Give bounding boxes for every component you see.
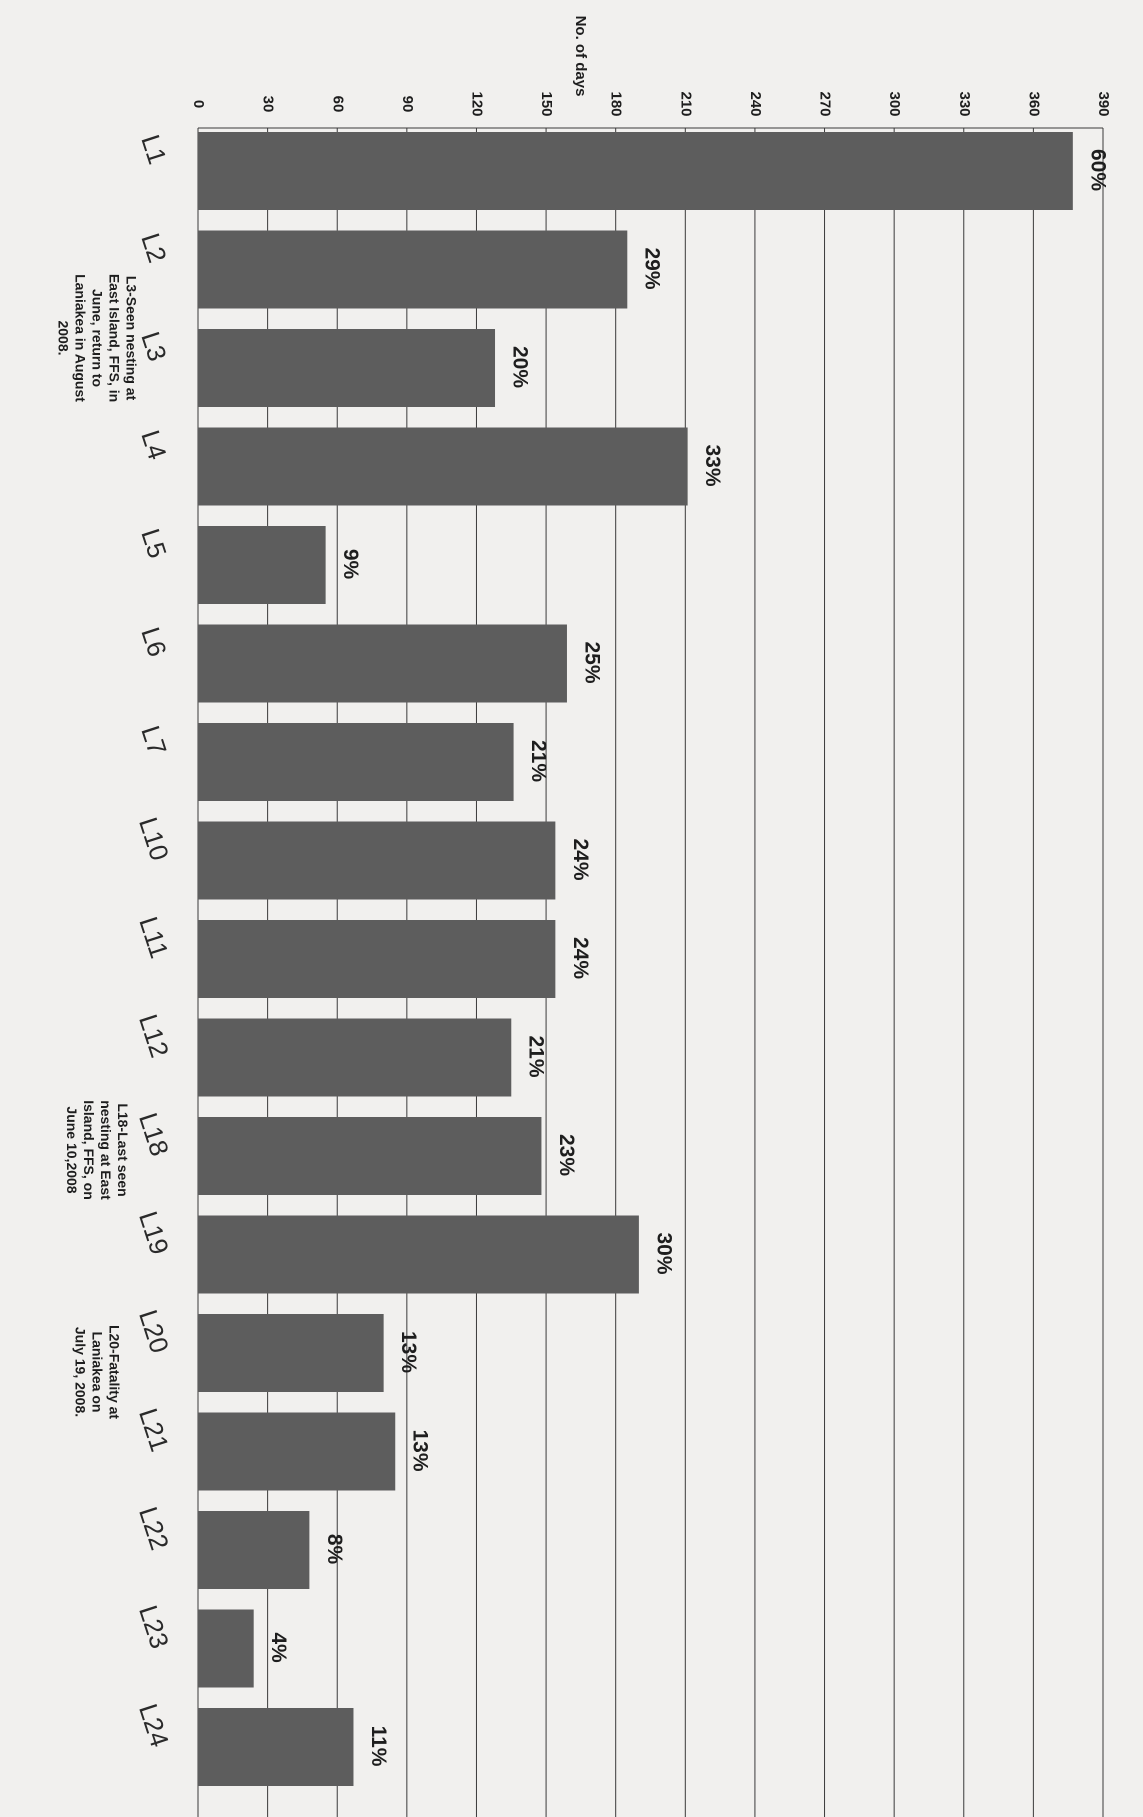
bar bbox=[198, 1609, 254, 1688]
annotation-line: Laniakea in August bbox=[72, 274, 88, 402]
data-label: 30% bbox=[652, 1232, 675, 1274]
data-label: 23% bbox=[555, 1134, 578, 1176]
annotation-line: nesting at East bbox=[98, 1100, 114, 1200]
tick-label: 150 bbox=[538, 91, 555, 116]
data-label: 33% bbox=[701, 444, 724, 486]
bar bbox=[198, 526, 326, 604]
bar bbox=[198, 1511, 310, 1589]
axis-label-y: No. of days bbox=[572, 16, 589, 97]
tick-label: 30 bbox=[260, 96, 277, 113]
category-label: L19 bbox=[133, 1208, 175, 1259]
bar bbox=[198, 821, 556, 900]
category-label: L5 bbox=[135, 525, 172, 562]
category-label: L21 bbox=[133, 1405, 175, 1456]
bar bbox=[198, 132, 1073, 210]
annotation-line: Island, FFS, on bbox=[81, 1100, 97, 1200]
data-label: 60% bbox=[1086, 149, 1109, 191]
annotation-line: L20-Fatality at bbox=[106, 1325, 122, 1419]
data-label: 8% bbox=[323, 1534, 346, 1565]
data-label: 20% bbox=[508, 346, 531, 388]
category-label: L6 bbox=[135, 623, 172, 660]
data-label: 24% bbox=[569, 937, 592, 979]
bar bbox=[198, 329, 496, 407]
category-label: L7 bbox=[135, 722, 172, 759]
bar bbox=[198, 1412, 396, 1491]
category-label: L22 bbox=[133, 1503, 175, 1554]
data-label: 21% bbox=[525, 1035, 548, 1077]
bars bbox=[198, 132, 1073, 1786]
bar bbox=[198, 1708, 354, 1786]
bar bbox=[198, 1018, 512, 1097]
bar bbox=[198, 1117, 542, 1195]
bar bbox=[198, 1215, 639, 1294]
data-label: 29% bbox=[641, 247, 664, 289]
bar bbox=[198, 427, 688, 506]
data-label: 25% bbox=[580, 641, 603, 683]
annotation-line: June, return to bbox=[89, 289, 105, 387]
data-label: 24% bbox=[569, 838, 592, 880]
bar bbox=[198, 230, 628, 309]
category-label: L1 bbox=[135, 131, 172, 168]
category-label: L12 bbox=[133, 1011, 175, 1062]
tick-label: 180 bbox=[608, 91, 625, 116]
category-label: L3 bbox=[135, 328, 172, 365]
tick-label: 240 bbox=[747, 91, 764, 116]
tick-label: 120 bbox=[468, 91, 485, 116]
category-label: L10 bbox=[133, 814, 175, 865]
annotation-line: June 10,2008 bbox=[64, 1106, 80, 1193]
tick-label: 360 bbox=[1025, 91, 1042, 116]
data-label: 11% bbox=[367, 1726, 390, 1767]
data-label: 13% bbox=[409, 1429, 432, 1471]
annotation-line: Laniakea on bbox=[89, 1332, 105, 1413]
category-label: L18 bbox=[133, 1109, 175, 1160]
tick-label: 0 bbox=[190, 100, 207, 108]
category-label: L2 bbox=[135, 229, 172, 266]
tick-label: 270 bbox=[817, 91, 834, 116]
annotation-line: East Island, FFS, in bbox=[106, 274, 122, 402]
bar bbox=[198, 723, 514, 801]
data-label: 4% bbox=[267, 1632, 290, 1663]
tick-label: 60 bbox=[329, 96, 346, 113]
category-label: L11 bbox=[133, 913, 174, 962]
tick-label: 300 bbox=[886, 91, 903, 116]
annotation-line: L3-Seen nesting at bbox=[123, 276, 139, 401]
data-label: 9% bbox=[339, 549, 362, 580]
annotation-line: July 19, 2008. bbox=[72, 1327, 88, 1417]
data-label: 13% bbox=[397, 1331, 420, 1373]
annotation-line: L18-Last seen bbox=[115, 1103, 131, 1196]
category-label: L24 bbox=[133, 1700, 175, 1751]
bar bbox=[198, 624, 567, 703]
tick-label: 90 bbox=[399, 96, 416, 113]
data-label: 21% bbox=[527, 740, 550, 782]
bar bbox=[198, 1314, 384, 1392]
annotation-line: 2008. bbox=[55, 320, 71, 355]
category-label: L23 bbox=[133, 1602, 175, 1653]
category-label: L20 bbox=[133, 1306, 175, 1357]
tick-label: 390 bbox=[1095, 91, 1112, 116]
bar bbox=[198, 920, 556, 998]
tick-label: 330 bbox=[956, 91, 973, 116]
tick-label: 210 bbox=[677, 91, 694, 116]
category-label: L4 bbox=[135, 426, 172, 463]
